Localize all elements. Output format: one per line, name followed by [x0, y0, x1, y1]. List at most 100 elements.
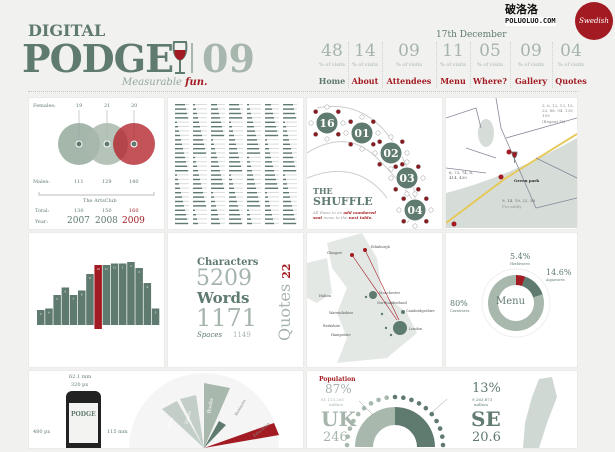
dash-value [247, 205, 260, 207]
year-value: 2009 [122, 216, 145, 226]
dash-track [193, 156, 207, 158]
seat [343, 130, 349, 136]
dash-track [265, 200, 279, 202]
city-label: Hampshire [331, 333, 351, 337]
map-panel[interactable]: 3, 6, 12, 13, 15, 23, 88, 94, 139, 159 (… [445, 97, 578, 230]
dash-value [193, 165, 197, 167]
seat [308, 120, 314, 126]
swedish-badge[interactable]: Swedish [575, 2, 613, 40]
quotes-vertical: Quotes 22 [275, 261, 296, 341]
dash-value [283, 139, 289, 141]
dash-track [193, 108, 207, 110]
dash-track [247, 108, 261, 110]
dash-track [247, 165, 261, 167]
visit-label: % of visits [518, 62, 544, 68]
phone-screen: PODGE [69, 403, 98, 443]
event-date: 17th December [436, 30, 507, 40]
dash-value [247, 161, 250, 163]
female-count: 21 [104, 103, 111, 109]
donut-center-label: Menu [496, 296, 526, 307]
dash-value [193, 121, 199, 123]
dash-track [265, 148, 279, 149]
dash-track [211, 209, 225, 211]
dash-value [247, 187, 256, 189]
dash-value [247, 139, 257, 141]
bar-10 [119, 263, 127, 325]
nav-item-attendees[interactable]: 09% of visits Attendees [382, 42, 436, 86]
seat [324, 136, 330, 142]
dash-value [265, 130, 277, 132]
population-dot [437, 426, 443, 431]
nav-label[interactable]: Gallery [514, 76, 548, 86]
dash-track [229, 187, 243, 189]
seat [388, 134, 394, 140]
nav-label[interactable]: Quotes [555, 76, 587, 86]
bus-stop-3: Piccadilly [502, 204, 522, 209]
population-dot [439, 434, 445, 439]
dash-track [283, 139, 297, 141]
characters-label: Characters [197, 257, 259, 268]
dash-value [265, 209, 271, 211]
nav-label[interactable]: Where? [473, 76, 507, 86]
carnivores-pct: 80% [450, 299, 468, 308]
dash-track [247, 222, 261, 224]
nav-separator [552, 42, 553, 88]
dash-value [175, 196, 182, 198]
dash-value [265, 192, 267, 194]
seat [348, 141, 354, 147]
nav-item-menu[interactable]: 11% of visits Menu [436, 42, 470, 86]
dash-track [247, 218, 261, 220]
phone-panel: 62.1 mm 320 px 480 px 115 mm PODGE Books… [28, 370, 304, 449]
dash-track [211, 104, 225, 105]
street-map[interactable] [445, 97, 578, 229]
nav-separator [470, 42, 471, 88]
dash-value [283, 126, 286, 128]
dash-track [193, 117, 207, 119]
seat [428, 207, 434, 213]
nav-label[interactable]: About [351, 76, 379, 86]
dash-track [247, 214, 261, 215]
nav-item-gallery[interactable]: 09% of visits Gallery [510, 42, 552, 86]
data-grid-panel [167, 97, 304, 230]
dash-value [229, 117, 242, 119]
seat [372, 150, 378, 156]
iphone-image: PODGE [66, 391, 101, 448]
dash-value [211, 139, 213, 141]
visit-label: % of visits [319, 62, 345, 68]
nav-item-home[interactable]: 48% of visits Home [316, 42, 348, 86]
seat [420, 175, 426, 181]
seat [404, 150, 410, 156]
dash-track [283, 187, 297, 189]
dash-value [193, 192, 203, 194]
table-number: 04 [407, 204, 423, 217]
dash-value [211, 152, 216, 154]
nav-item-where[interactable]: 05% of visits Where? [470, 42, 510, 86]
year-label: Year: [35, 219, 48, 225]
dash-value [211, 200, 215, 203]
dash-value [265, 134, 278, 137]
nav-item-about[interactable]: 14% of visits About [348, 42, 382, 86]
nav-item-quotes[interactable]: 04% of visits Quotes [552, 42, 590, 86]
nav-label[interactable]: Home [318, 76, 346, 86]
table-number: 02 [383, 147, 398, 160]
bar-label: 1 [122, 267, 124, 270]
dash-track [211, 205, 225, 207]
se-unit: million [474, 402, 488, 407]
characters-value: 5209 [196, 266, 252, 291]
uk-map-panel: Glasgow Edinburgh Manchester Halton Northumb… [306, 232, 443, 368]
dash-value [193, 104, 195, 106]
dash-value [265, 104, 271, 106]
dash-value [283, 187, 288, 189]
dash-value [193, 161, 196, 163]
dash-value [211, 196, 214, 198]
year-value: 2008 [95, 216, 118, 226]
dash-value [265, 117, 274, 119]
dash-value [175, 139, 181, 141]
bar-9 [110, 263, 119, 325]
dash-track [193, 104, 207, 105]
phone-height-px: 480 px [33, 429, 51, 435]
dash-value [193, 126, 200, 128]
nav-label[interactable]: Menu [440, 76, 466, 86]
city-label: Edinburgh [371, 245, 390, 249]
nav-label[interactable]: Attendees [386, 76, 432, 86]
